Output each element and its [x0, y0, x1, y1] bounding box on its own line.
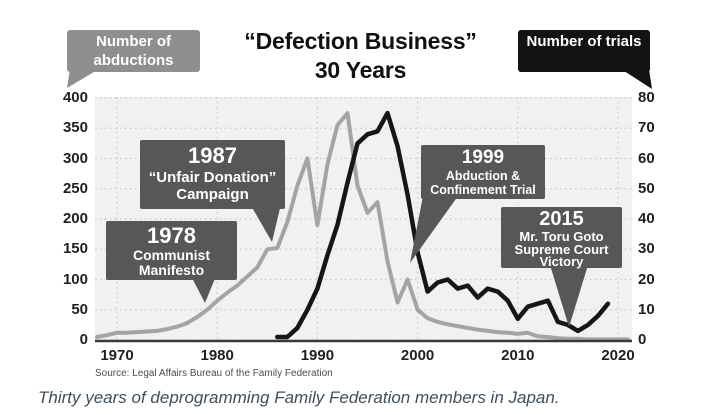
y-left-tick: 300 [62, 149, 88, 167]
x-tick: 1990 [300, 347, 335, 364]
callout-tails [67, 69, 652, 327]
callout-1987: 1987 “Unfair Donation” Campaign [140, 140, 285, 209]
y-right-tick: 20 [638, 270, 655, 288]
trials-label-tail [621, 69, 652, 89]
gridlines [95, 97, 632, 341]
callout-1999-tail [410, 196, 458, 263]
callout-1987-text: “Unfair Donation” [148, 169, 277, 186]
left-axis-label-abductions: Number of abductions [67, 30, 200, 72]
chart-title-line2: 30 Years [314, 57, 407, 83]
series-abductions [95, 111, 630, 342]
x-tick: 2020 [601, 347, 635, 364]
abductions-label-tail [67, 69, 99, 88]
chart-title-line1: “Defection Business” [244, 28, 477, 54]
y-right-tick: 80 [638, 89, 655, 106]
callout-1978: 1978 Communist Manifesto [106, 221, 237, 280]
callout-1978-tail [191, 276, 216, 303]
source-note: Source: Legal Affairs Bureau of the Fami… [95, 368, 333, 379]
callout-1999-year: 1999 [461, 147, 505, 168]
y-right-tick: 40 [638, 210, 655, 227]
y-left-tick: 100 [62, 270, 88, 288]
y-left-tick: 50 [71, 300, 88, 318]
data-series [95, 110, 630, 342]
callout-2015-year: 2015 [539, 208, 584, 230]
callout-1978-text: Communist [133, 247, 210, 263]
y-left-tick: 200 [62, 210, 88, 227]
x-tick: 1980 [200, 347, 234, 364]
callout-1987-tail [250, 204, 281, 242]
callout-1978-text: Manifesto [138, 262, 205, 278]
y-left-tick: 150 [62, 240, 88, 258]
callout-1987-text: Campaign [176, 186, 249, 203]
callout-1978-year: 1978 [147, 223, 196, 248]
callout-1999-text: Abduction & [445, 169, 521, 183]
y-right-tick: 50 [638, 179, 655, 197]
right-axis-label-trials: Number of trials [518, 30, 650, 72]
callout-2015-text: Supreme Court [514, 241, 609, 257]
callout-1999-text: Confinement Trial [430, 183, 536, 197]
y-left-tick: 400 [62, 89, 88, 106]
x-tick: 2010 [501, 347, 535, 364]
callout-2015-text: Mr. Toru Goto [519, 229, 604, 244]
callout-2015: 2015 Mr. Toru Goto Supreme Court Victory [501, 207, 622, 268]
x-tick: 2000 [400, 347, 435, 364]
callout-2015-text: Victory [539, 254, 584, 269]
chart-title: “Defection Business” 30 Years [183, 27, 538, 85]
y-left-tick: 250 [62, 179, 88, 197]
callout-1999: 1999 Abduction & Confinement Trial [421, 145, 545, 199]
y-right-tick: 10 [638, 300, 655, 318]
y-right-tick: 60 [638, 149, 655, 167]
series-trials [275, 110, 611, 340]
callout-2015-tail [550, 265, 588, 327]
y-left-tick: 0 [79, 331, 88, 348]
y-left-tick: 350 [62, 119, 88, 137]
y-right-tick: 70 [638, 119, 655, 137]
callout-1987-year: 1987 [188, 143, 237, 168]
y-right-tick: 0 [638, 331, 647, 348]
y-right-tick: 30 [638, 240, 655, 258]
figure-caption: Thirty years of deprogramming Family Fed… [38, 388, 560, 407]
x-tick: 1970 [100, 347, 134, 364]
